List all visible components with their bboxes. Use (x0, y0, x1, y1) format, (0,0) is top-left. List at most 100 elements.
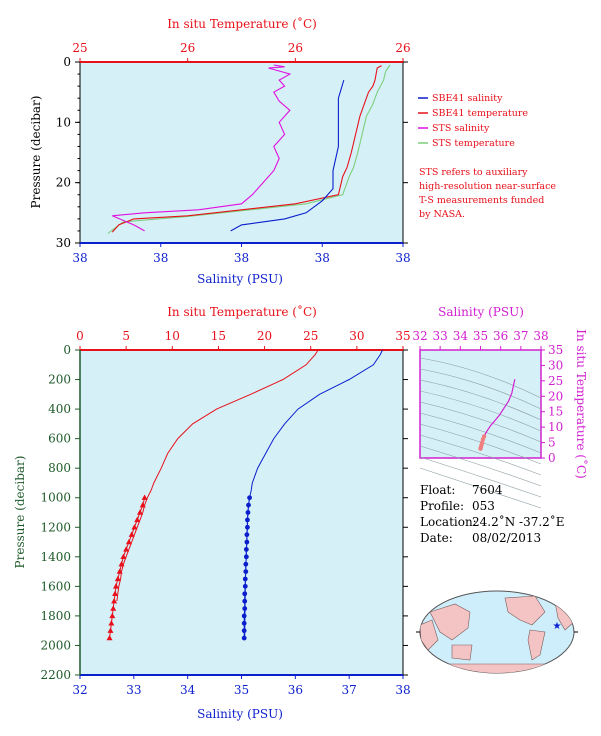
ts-sal-axis-label: Salinity (PSU) (438, 305, 524, 319)
ts-density-contour (419, 412, 542, 454)
bottom-series-group (106, 349, 383, 641)
top-sal-tick-label: 38 (72, 251, 87, 265)
ts-temp-tick-label: 15 (548, 405, 563, 419)
top-sal-tick-label: 38 (315, 251, 330, 265)
float-value: 7604 (472, 483, 503, 497)
bottom-sal-tick-label: 36 (288, 683, 303, 697)
bottom-pressure-tick-label: 800 (48, 461, 71, 475)
bottom-temp-tick-label: 20 (257, 329, 272, 343)
ts-sal-tick-label: 32 (412, 329, 427, 343)
ts-sal-tick-label: 35 (473, 329, 488, 343)
top-series-sbe41-temperature (111, 65, 382, 233)
bottom-temp-tick-label: 5 (122, 329, 130, 343)
note-line-3: T-S measurements funded (419, 195, 544, 206)
ts-temp-tick-label: 20 (548, 389, 563, 403)
bottom-temp-tick-label: 15 (211, 329, 226, 343)
land-africa (420, 619, 439, 651)
top-series-sbe41-salinity (230, 79, 345, 232)
bottom-pressure-tick-label: 1400 (40, 550, 71, 564)
bottom-temp-deep-line (109, 497, 146, 639)
top-series-sts-temperature (107, 64, 391, 234)
top-ticks-group: 25 26 26 26 38 38 38 38 38 0 10 20 30 (56, 41, 411, 265)
ts-density-contour (419, 390, 542, 432)
ts-series-group (478, 379, 516, 451)
date-key: Date: (420, 531, 453, 545)
top-plot-area (79, 61, 404, 244)
bottom-temp-tick-label: 10 (165, 329, 180, 343)
top-sal-tick-label: 38 (234, 251, 249, 265)
land-south-america (527, 629, 546, 661)
profile-key: Profile: (420, 499, 465, 513)
bottom-sal-tick-label: 37 (342, 683, 357, 697)
land-asia (429, 603, 471, 641)
ts-density-contour (419, 379, 542, 421)
location-key: Location: (420, 515, 477, 529)
legend-label-sbe41-temperature: SBE41 temperature (432, 108, 528, 119)
top-pressure-tick-label: 30 (56, 236, 71, 250)
note-line-4: by NASA. (419, 209, 465, 220)
bottom-sal-tick-label: 33 (126, 683, 141, 697)
bottom-sal-tick-label: 34 (180, 683, 196, 697)
top-temp-tick-label: 26 (180, 41, 195, 55)
location-value: 24.2˚N -37.2˚E (472, 515, 565, 529)
profile-value: 053 (472, 499, 495, 513)
bottom-pressure-label: Pressure (decibar) (13, 456, 27, 569)
bottom-pressure-tick-label: 400 (48, 402, 71, 416)
bottom-pressure-tick-label: 600 (48, 432, 71, 446)
location-row: Location:24.2˚N -37.2˚E (420, 514, 565, 530)
bottom-pressure-tick-label: 1600 (40, 579, 71, 593)
bottom-plot-area (79, 349, 404, 676)
ts-plot-area (419, 349, 542, 459)
ts-sal-tick-label: 34 (453, 329, 469, 343)
ts-sal-tick-label: 37 (513, 329, 528, 343)
bottom-sal-deep-line (243, 497, 251, 639)
bottom-series-temperature (116, 349, 319, 602)
top-temp-tick-label: 25 (72, 41, 87, 55)
bottom-sal-tick-label: 32 (72, 683, 87, 697)
bottom-pressure-tick-label: 2000 (40, 638, 71, 652)
profile-row: Profile: 053 (420, 498, 565, 514)
ts-density-contour (419, 368, 542, 410)
note-line-2: high-resolution near-surface (419, 181, 556, 192)
top-temp-axis-label: In situ Temperature (˚C) (167, 16, 317, 31)
temperature-marker (141, 494, 148, 500)
top-pressure-label: Pressure (decibar) (29, 96, 43, 209)
bottom-temp-axis-label: In situ Temperature (˚C) (167, 304, 317, 319)
ts-temp-tick-label: 5 (548, 436, 556, 450)
top-series-sts-salinity (112, 64, 292, 232)
float-location-star-icon: ★ (553, 621, 562, 632)
bottom-temp-tick-label: 0 (76, 329, 84, 343)
ts-sal-tick-label: 38 (533, 329, 548, 343)
bottom-profile-chart: 0 5 10 15 20 25 30 35 32 33 34 35 36 37 38 0 200 400 600 80… (13, 304, 411, 721)
bottom-pressure-tick-label: 2200 (40, 668, 71, 682)
map-land (420, 595, 574, 673)
top-profile-chart: 25 26 26 26 38 38 38 38 38 0 10 20 30 In situ Temper… (29, 16, 411, 286)
top-pressure-tick-label: 20 (56, 176, 71, 190)
bottom-temp-tick-label: 30 (349, 329, 364, 343)
ts-deep-point (481, 434, 487, 439)
top-sal-tick-label: 38 (395, 251, 410, 265)
ts-density-contour (419, 467, 542, 509)
legend-label-sbe41-salinity: SBE41 salinity (432, 93, 503, 104)
ts-sal-tick-label: 33 (433, 329, 448, 343)
top-pressure-tick-label: 10 (56, 115, 71, 129)
world-map: ★ (416, 590, 578, 674)
date-row: Date: 08/02/2013 (420, 530, 565, 546)
top-pressure-tick-label: 0 (63, 55, 71, 69)
legend: SBE41 salinity SBE41 temperature STS sal… (418, 93, 556, 220)
ts-temp-tick-label: 30 (548, 358, 563, 372)
bottom-temp-tick-label: 25 (303, 329, 318, 343)
top-series-group (107, 64, 391, 234)
ts-temp-tick-label: 35 (548, 343, 563, 357)
bottom-sal-tick-label: 35 (234, 683, 249, 697)
float-info: Float: 7604 Profile: 053 Location:24.2˚N -… (420, 482, 565, 546)
date-value: 08/02/2013 (472, 531, 542, 545)
ts-density-contour (419, 357, 542, 399)
top-sal-tick-label: 38 (153, 251, 168, 265)
bottom-ticks-group: 0 5 10 15 20 25 30 35 32 33 34 35 36 37 38 0 200 400 600 80… (40, 329, 410, 697)
ts-density-contour (419, 401, 542, 443)
land-antarctica (434, 663, 561, 673)
